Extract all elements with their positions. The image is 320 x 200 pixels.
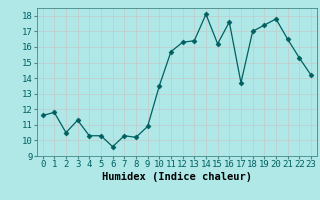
X-axis label: Humidex (Indice chaleur): Humidex (Indice chaleur)	[102, 172, 252, 182]
